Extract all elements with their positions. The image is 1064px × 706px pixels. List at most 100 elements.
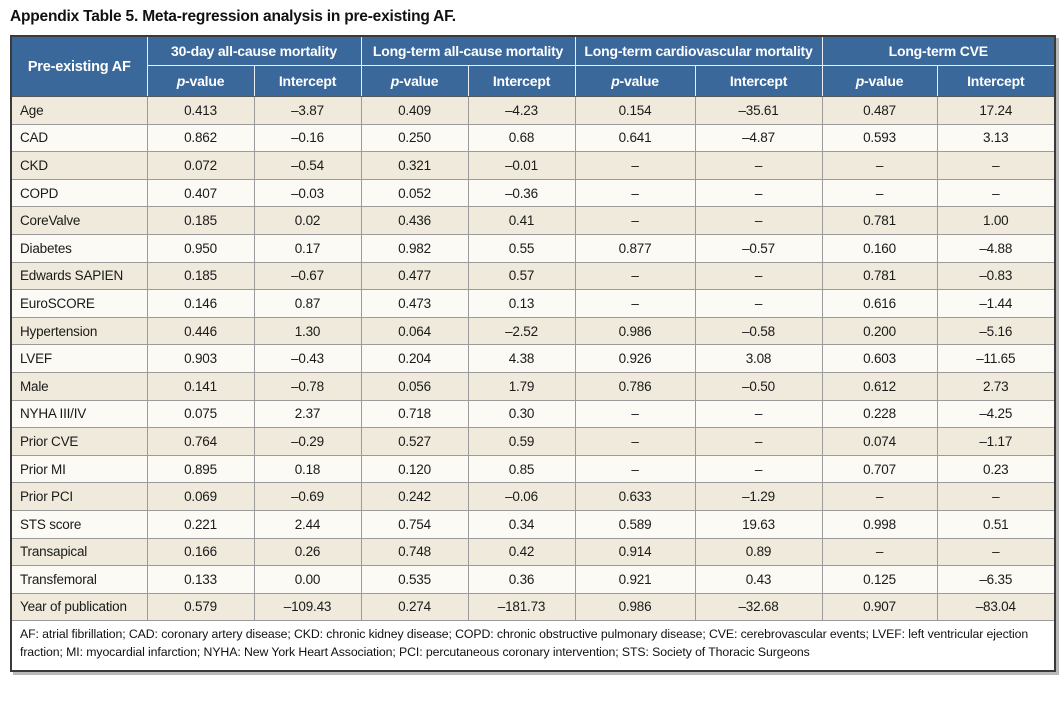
cell-pvalue: 0.593 — [821, 123, 938, 153]
subheader-intercept-cell: Intercept — [936, 65, 1056, 97]
table-row: Hypertension 0.446 1.30 0.064 –2.52 0.986 –0.5… — [10, 316, 1056, 346]
cell-pvalue: 0.907 — [821, 592, 938, 622]
cell-pvalue: – — [821, 537, 938, 567]
cell-pvalue: 0.589 — [574, 509, 696, 539]
pvalue-italic-p: p — [176, 73, 186, 89]
cell-intercept: –0.50 — [694, 371, 823, 401]
cell-intercept: – — [694, 289, 823, 318]
table-row: COPD 0.407 –0.03 0.052 –0.36– – – – — [10, 178, 1056, 208]
cell-pvalue: 0.056 — [360, 371, 469, 401]
cell-pvalue: – — [821, 178, 938, 208]
cell-intercept: 0.00 — [253, 565, 362, 594]
cell-pvalue: 0.527 — [360, 427, 469, 456]
cell-pvalue: 0.998 — [821, 509, 938, 539]
pvalue-italic-p: p — [390, 73, 400, 89]
row-label: Male — [10, 371, 148, 401]
cell-pvalue: 0.133 — [146, 565, 255, 594]
cell-intercept: 0.02 — [253, 206, 362, 235]
cell-pvalue: 0.120 — [360, 454, 469, 484]
cell-intercept: – — [694, 454, 823, 484]
table-row: Transfemoral 0.133 0.00 0.535 0.36 0.921 0.43 0… — [10, 565, 1056, 594]
cell-pvalue: 0.612 — [821, 371, 938, 401]
cell-pvalue: – — [574, 178, 696, 208]
cell-intercept: –0.58 — [694, 316, 823, 346]
cell-intercept: 0.87 — [253, 289, 362, 318]
cell-intercept: – — [694, 151, 823, 180]
cell-pvalue: – — [574, 206, 696, 235]
cell-intercept: 2.37 — [253, 399, 362, 429]
cell-pvalue: 0.072 — [146, 151, 255, 180]
cell-intercept: – — [694, 261, 823, 291]
cell-pvalue: 0.781 — [821, 206, 938, 235]
table-row: Year of publication 0.579 –109.43 0.274 –181… — [10, 592, 1056, 622]
row-label: LVEF — [10, 344, 148, 373]
cell-intercept: – — [936, 178, 1056, 208]
cell-pvalue: 0.125 — [821, 565, 938, 594]
table-row: CKD 0.072 –0.54 0.321 –0.01– – – – — [10, 151, 1056, 180]
cell-intercept: –1.29 — [694, 482, 823, 511]
cell-intercept: 0.17 — [253, 233, 362, 263]
cell-intercept: 0.18 — [253, 454, 362, 484]
cell-intercept: – — [694, 399, 823, 429]
cell-intercept: 1.00 — [936, 206, 1056, 235]
cell-pvalue: 0.877 — [574, 233, 696, 263]
row-label: Transapical — [10, 537, 148, 567]
cell-intercept: 0.42 — [467, 537, 576, 567]
cell-pvalue: 0.250 — [360, 123, 469, 153]
table-row: Prior PCI 0.069 –0.69 0.242 –0.06 0.633 –1.29–… — [10, 482, 1056, 511]
table-row: Diabetes 0.950 0.17 0.982 0.55 0.877 –0.57 0.16… — [10, 233, 1056, 263]
cell-pvalue: 0.950 — [146, 233, 255, 263]
cell-intercept: –35.61 — [694, 96, 823, 125]
cell-intercept: –0.57 — [694, 233, 823, 263]
cell-intercept: –181.73 — [467, 592, 576, 622]
cell-intercept: 0.23 — [936, 454, 1056, 484]
page-title: Appendix Table 5. Meta-regression analys… — [10, 8, 456, 25]
table-row: Age 0.413 –3.87 0.409 –4.23 0.154 –35.61 0.487 1… — [10, 96, 1056, 125]
subheader-pvalue-cell: p-value — [821, 65, 938, 97]
group-header-longterm-cve: Long-term CVE — [821, 35, 1056, 66]
cell-intercept: –0.69 — [253, 482, 362, 511]
cell-intercept: – — [694, 178, 823, 208]
table-row: CoreValve 0.185 0.02 0.436 0.41– –0.781 1.00 — [10, 206, 1056, 235]
cell-pvalue: 0.535 — [360, 565, 469, 594]
cell-pvalue: 0.185 — [146, 206, 255, 235]
row-label: Prior PCI — [10, 482, 148, 511]
cell-pvalue: 0.154 — [574, 96, 696, 125]
cell-pvalue: 0.166 — [146, 537, 255, 567]
cell-pvalue: 0.069 — [146, 482, 255, 511]
cell-intercept: –0.54 — [253, 151, 362, 180]
cell-pvalue: 0.633 — [574, 482, 696, 511]
cell-intercept: 0.59 — [467, 427, 576, 456]
subheader-intercept-cell: Intercept — [253, 65, 362, 97]
cell-pvalue: 0.204 — [360, 344, 469, 373]
row-label: EuroSCORE — [10, 289, 148, 318]
cell-intercept: 1.30 — [253, 316, 362, 346]
cell-intercept: –4.87 — [694, 123, 823, 153]
group-header-cv-mortality: Long-term cardiovascular mortality — [574, 35, 823, 66]
cell-intercept: 0.68 — [467, 123, 576, 153]
cell-pvalue: 0.764 — [146, 427, 255, 456]
cell-intercept: – — [694, 427, 823, 456]
cell-intercept: –0.78 — [253, 371, 362, 401]
cell-pvalue: 0.616 — [821, 289, 938, 318]
cell-pvalue: 0.146 — [146, 289, 255, 318]
cell-intercept: 0.85 — [467, 454, 576, 484]
cell-intercept: –3.87 — [253, 96, 362, 125]
cell-pvalue: – — [574, 454, 696, 484]
cell-intercept: 4.38 — [467, 344, 576, 373]
cell-pvalue: 0.473 — [360, 289, 469, 318]
row-label: COPD — [10, 178, 148, 208]
cell-intercept: –4.25 — [936, 399, 1056, 429]
cell-intercept: 0.13 — [467, 289, 576, 318]
cell-pvalue: 0.228 — [821, 399, 938, 429]
cell-intercept: 0.43 — [694, 565, 823, 594]
cell-pvalue: – — [821, 482, 938, 511]
cell-pvalue: – — [574, 427, 696, 456]
table-row: Prior CVE 0.764 –0.29 0.527 0.59– –0.074 –1.17 — [10, 427, 1056, 456]
cell-intercept: –0.83 — [936, 261, 1056, 291]
cell-intercept: – — [936, 482, 1056, 511]
cell-pvalue: 0.160 — [821, 233, 938, 263]
cell-pvalue: 0.895 — [146, 454, 255, 484]
cell-intercept: – — [936, 537, 1056, 567]
table-row: STS score 0.221 2.44 0.754 0.34 0.589 19.63 0.9… — [10, 509, 1056, 539]
